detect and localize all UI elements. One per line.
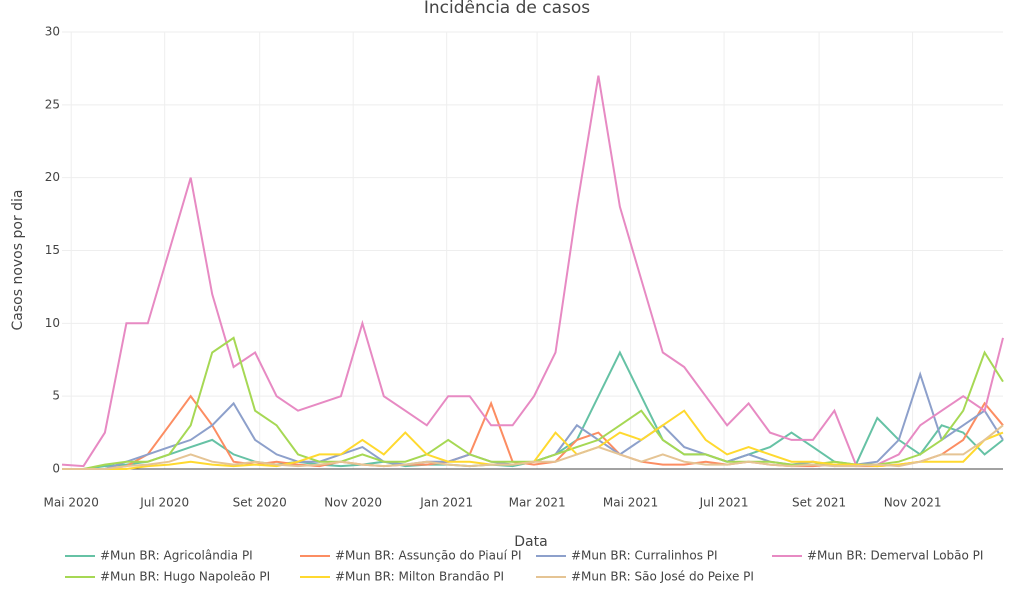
legend-label: #Mun BR: Agricolândia PI [100, 549, 253, 563]
x-tick-label: Mai 2021 [603, 496, 658, 510]
series-line [62, 424, 1004, 470]
y-tick-label: 0 [52, 462, 60, 476]
y-axis-title: Casos novos por dia [10, 189, 26, 330]
y-tick-label: 10 [45, 316, 60, 330]
legend-label: #Mun BR: Milton Brandão PI [335, 570, 504, 584]
y-tick-label: 5 [52, 389, 60, 403]
y-tick-label: 25 [45, 97, 60, 111]
y-tick-label: 20 [45, 170, 60, 184]
chart-title: Incidência de casos [424, 0, 590, 18]
x-tick-label: Mai 2020 [43, 496, 98, 510]
x-tick-label: Mar 2021 [509, 496, 566, 510]
legend-label: #Mun BR: Assunção do Piauí PI [335, 549, 522, 563]
series-line [62, 371, 1004, 470]
x-axis-title: Data [514, 534, 547, 550]
y-tick-label: 30 [45, 25, 60, 39]
y-tick-label: 15 [45, 243, 60, 257]
x-tick-label: Jul 2021 [699, 496, 749, 510]
series-line [62, 350, 1004, 470]
x-tick-label: Jan 2021 [419, 496, 473, 510]
legend-label: #Mun BR: Hugo Napoleão PI [100, 570, 270, 584]
series-line [61, 75, 1004, 468]
x-tick-label: Set 2021 [792, 496, 846, 510]
legend-label: #Mun BR: Curralinhos PI [571, 549, 718, 563]
x-tick-label: Nov 2021 [884, 496, 942, 510]
x-tick-label: Jul 2020 [139, 496, 189, 510]
x-tick-label: Set 2020 [233, 496, 287, 510]
legend-label: #Mun BR: Demerval Lobão PI [807, 549, 983, 563]
x-tick-label: Nov 2020 [324, 496, 382, 510]
series-line [62, 409, 1004, 470]
legend-label: #Mun BR: São José do Peixe PI [571, 570, 754, 584]
